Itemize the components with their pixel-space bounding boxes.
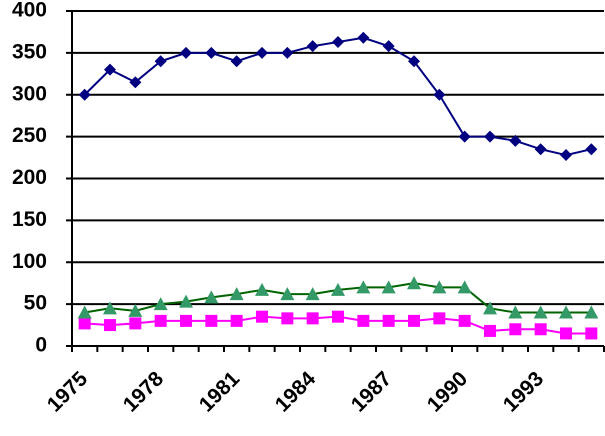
point — [179, 294, 193, 308]
point — [534, 143, 547, 156]
y-tick-label: 400 — [12, 0, 47, 22]
point — [433, 88, 446, 101]
point — [255, 282, 269, 296]
point — [408, 55, 420, 68]
point — [332, 35, 344, 48]
point — [357, 31, 370, 44]
point — [457, 280, 472, 294]
point — [509, 134, 522, 147]
x-tick-label: 1984 — [271, 367, 321, 417]
point — [128, 303, 143, 317]
point — [483, 301, 497, 315]
point — [382, 40, 395, 53]
x-tick-label: 1987 — [347, 367, 396, 416]
point — [432, 280, 447, 294]
point — [154, 55, 167, 68]
point — [458, 314, 471, 327]
x-tick-label: 1990 — [423, 367, 472, 416]
point — [180, 314, 192, 327]
point — [382, 314, 395, 327]
point — [560, 327, 572, 340]
point — [153, 297, 168, 311]
point — [280, 287, 295, 301]
point — [154, 314, 167, 327]
point — [306, 40, 319, 53]
point — [77, 305, 92, 319]
point — [484, 130, 496, 143]
point — [129, 76, 142, 89]
point — [78, 88, 91, 101]
point — [229, 287, 244, 301]
point — [484, 324, 496, 337]
point — [509, 323, 522, 336]
point — [230, 55, 243, 68]
point — [508, 305, 523, 319]
y-tick-label: 350 — [12, 40, 47, 63]
point — [204, 290, 219, 304]
y-tick-label: 150 — [12, 208, 47, 231]
y-tick-label: 250 — [12, 124, 47, 147]
point — [306, 312, 319, 325]
point — [357, 314, 370, 327]
point — [256, 46, 268, 59]
x-tick-label: 1975 — [43, 367, 93, 417]
y-tick-label: 50 — [24, 292, 47, 315]
point — [104, 63, 116, 76]
y-tick-label: 0 — [35, 334, 47, 357]
point — [129, 317, 142, 330]
point — [104, 319, 116, 332]
point — [256, 310, 268, 323]
point — [560, 149, 572, 162]
point — [230, 314, 243, 327]
y-tick-label: 100 — [12, 250, 47, 273]
point — [78, 317, 91, 330]
point — [305, 287, 320, 301]
y-tick-label: 300 — [12, 82, 47, 105]
point — [205, 46, 218, 59]
x-tick-label: 1978 — [119, 367, 169, 417]
point — [281, 312, 294, 325]
point — [458, 130, 471, 143]
point — [281, 46, 294, 59]
point — [584, 305, 599, 319]
point — [407, 276, 421, 290]
point — [381, 280, 396, 294]
point — [533, 305, 548, 319]
x-tick-label: 1981 — [195, 367, 245, 417]
x-tick-label: 1993 — [499, 367, 548, 416]
point — [433, 312, 446, 325]
point — [356, 280, 371, 294]
point — [585, 143, 598, 156]
point — [408, 314, 420, 327]
y-tick-label: 200 — [12, 166, 47, 189]
point — [103, 301, 117, 315]
point — [180, 46, 192, 59]
point — [534, 323, 547, 336]
point — [331, 282, 345, 296]
point — [332, 310, 344, 323]
point — [559, 305, 573, 319]
point — [205, 314, 218, 327]
point — [585, 327, 598, 340]
